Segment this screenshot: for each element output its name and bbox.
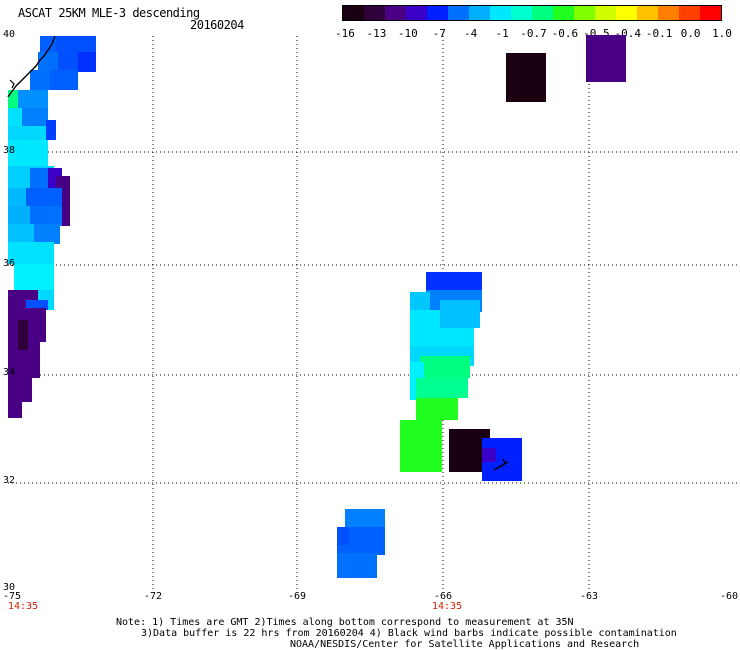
colorbar-label: -16 [335,27,355,40]
colorbar-label: 1.0 [712,27,732,40]
wind-data-cells [8,35,626,578]
colorbar-swatch [532,6,553,20]
wind-data-cell [400,420,442,472]
lat-label-30: 30 [3,582,16,593]
lon-label-60: -60 [720,591,739,602]
colorbar-swatch [385,6,406,20]
colorbar-swatch [406,6,427,20]
wind-data-cell [8,378,32,402]
time-label-west: 14:35 [8,601,39,612]
wind-data-cell [78,52,96,72]
colorbar-swatch [490,6,511,20]
colorbar-label: 0.0 [680,27,701,40]
wind-data-cell [440,300,480,328]
wind-data-cell [8,206,32,224]
colorbar-label: -0.1 [645,27,673,40]
lon-label-63: -63 [580,591,599,602]
wind-data-cell [46,120,56,140]
wind-barbs [493,458,509,471]
colorbar-label: -4 [464,27,478,40]
map-plot [7,35,738,590]
wind-data-cell [30,168,48,188]
wind-data-cell [26,300,48,310]
wind-data-cell [416,378,468,398]
lon-label-66: -66 [434,591,453,602]
colorbar-label: -13 [366,27,387,40]
wind-data-cell [8,140,48,168]
colorbar-swatch [448,6,469,20]
wind-data-cell [8,242,54,264]
lon-label-72: -72 [144,591,163,602]
lat-label-38: 38 [3,145,16,156]
colorbar-label: -10 [397,27,418,40]
grid-lines [8,36,738,590]
wind-data-cell [58,52,80,72]
wind-data-cell [410,292,430,312]
colorbar-swatch [679,6,700,20]
colorbar-swatch [469,6,490,20]
lon-label-69: -69 [288,591,307,602]
colorbar-swatch [700,6,721,20]
wind-data-cell [56,36,96,52]
colorbar-label: -0.6 [551,27,579,40]
coastline [7,35,56,98]
coastline-hook [9,79,15,89]
lon-label-75: -75 [3,591,22,602]
wind-data-cell [18,320,28,350]
wind-data-cell [337,553,377,578]
colorbar-swatch [616,6,637,20]
time-label-center: 14:35 [432,601,463,612]
wind-data-cell [482,448,496,462]
colorbar-swatch [553,6,574,20]
wind-data-cell [586,35,626,82]
wind-barb [493,458,509,471]
note-line-2: 3)Data buffer is 22 hrs from 20160204 4)… [141,628,677,639]
wind-data-cell [50,70,78,90]
wind-data-cell [8,108,24,128]
wind-data-cell [8,126,54,140]
colorbar-label: -1 [495,27,509,40]
colorbar-swatch [511,6,532,20]
wind-data-cell [18,90,48,110]
colorbar-label: -0.7 [520,27,547,40]
note-line-3: NOAA/NESDIS/Center for Satellite Applica… [290,639,640,650]
lat-label-34: 34 [3,367,16,378]
wind-data-cell [420,356,470,378]
wind-data-cell [22,108,48,128]
colorbar-swatch [637,6,658,20]
wind-data-cell [30,206,62,226]
lat-label-36: 36 [3,258,16,269]
wind-data-cell [416,398,458,420]
wind-data-cell [14,264,54,290]
colorbar-swatch [595,6,616,20]
colorbar-swatch [343,6,364,20]
colorbar-swatch [364,6,385,20]
wind-data-cell [34,224,60,244]
wind-data-cell [30,70,50,90]
wind-data-cell [8,224,38,242]
wind-data-cell [426,272,482,292]
wind-data-cell [8,400,22,418]
map-title: ASCAT 25KM MLE-3 descending [18,6,200,20]
wind-data-cell [26,188,62,206]
lat-label-40: 40 [3,29,16,40]
colorbar-swatch [427,6,448,20]
coastline-path [7,35,56,98]
map-date: 20160204 [190,18,244,32]
colorbar [342,5,722,21]
wind-data-cell [337,527,349,545]
colorbar-swatch [574,6,595,20]
lat-label-32: 32 [3,475,16,486]
wind-data-cell [345,509,385,531]
wind-data-cell [506,53,546,102]
note-line-1: Note: 1) Times are GMT 2)Times along bot… [116,617,574,628]
wind-data-cell [62,186,70,226]
colorbar-swatch [658,6,679,20]
